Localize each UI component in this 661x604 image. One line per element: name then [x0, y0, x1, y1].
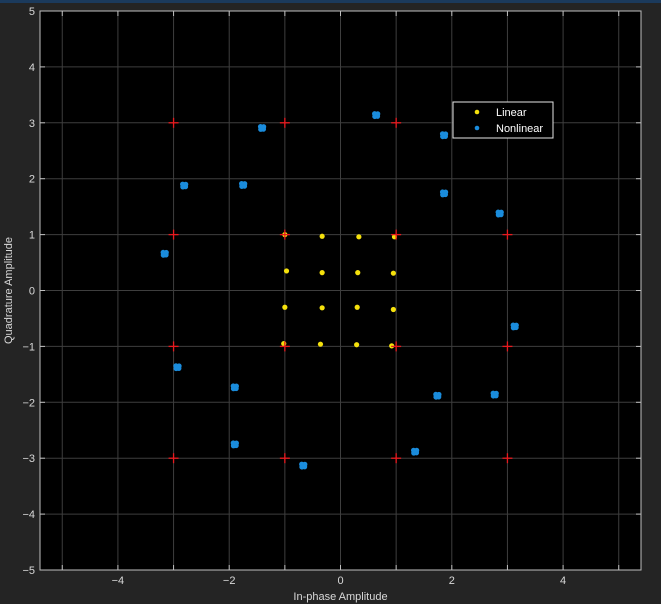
legend-entry-nonlinear[interactable]: Nonlinear — [474, 123, 544, 135]
linear-point[interactable] — [319, 305, 325, 311]
x-tick-label: 4 — [560, 575, 566, 587]
legend[interactable]: Linear Nonlinear — [452, 101, 554, 139]
reference-plus-marker — [168, 341, 179, 352]
nonlinear-point[interactable] — [160, 249, 169, 258]
y-tick-label: 2 — [29, 174, 35, 186]
axis-ticks: −4 −2 0 2 4 −5 −4 −3 −2 −1 0 1 2 3 4 5 — [22, 6, 641, 587]
reference-plus-marker — [168, 229, 179, 240]
linear-point[interactable] — [282, 304, 288, 310]
linear-point[interactable] — [283, 268, 290, 274]
linear-point[interactable] — [319, 270, 325, 276]
reference-plus-marker — [391, 117, 402, 128]
y-tick-label: 3 — [29, 118, 35, 130]
data-layer — [160, 111, 519, 470]
legend-label: Linear — [496, 107, 527, 119]
linear-point[interactable] — [390, 306, 396, 313]
nonlinear-point[interactable] — [439, 131, 449, 140]
reference-plus-marker — [168, 453, 179, 464]
x-tick-label: 2 — [449, 575, 455, 587]
x-axis-label: In-phase Amplitude — [293, 591, 387, 603]
nonlinear-point[interactable] — [230, 383, 239, 392]
y-tick-label: −3 — [22, 453, 35, 465]
nonlinear-point[interactable] — [439, 189, 449, 198]
reference-plus-marker — [391, 341, 402, 352]
window-top-strip — [0, 0, 661, 3]
linear-point[interactable] — [355, 270, 361, 276]
nonlinear-point[interactable] — [490, 390, 499, 399]
plot-frame — [39, 10, 642, 571]
reference-plus-marker — [391, 453, 402, 464]
nonlinear-point[interactable] — [433, 391, 442, 400]
legend-marker — [474, 125, 480, 131]
x-tick-label: −4 — [112, 575, 125, 587]
linear-point[interactable] — [319, 233, 325, 239]
nonlinear-point[interactable] — [299, 461, 308, 470]
nonlinear-point[interactable] — [173, 363, 182, 372]
reference-plus-marker — [279, 229, 290, 240]
reference-plus-marker — [502, 341, 513, 352]
linear-point[interactable] — [317, 341, 324, 347]
legend-marker — [474, 109, 480, 115]
nonlinear-point[interactable] — [410, 447, 420, 456]
reference-plus-marker — [502, 453, 513, 464]
legend-label: Nonlinear — [496, 123, 543, 135]
nonlinear-point[interactable] — [257, 124, 267, 132]
legend-entry-linear[interactable]: Linear — [474, 107, 527, 119]
x-tick-label: 0 — [337, 575, 343, 587]
linear-point[interactable] — [281, 341, 287, 347]
nonlinear-point[interactable] — [510, 322, 519, 331]
reference-plus-marker — [279, 117, 290, 128]
linear-point[interactable] — [356, 234, 362, 240]
y-axis-label: Quadrature Amplitude — [3, 237, 15, 344]
legend-box — [452, 101, 554, 139]
y-tick-label: −2 — [22, 397, 35, 409]
x-tick-label: −2 — [223, 575, 236, 587]
y-tick-label: −4 — [22, 509, 35, 521]
nonlinear-point[interactable] — [230, 440, 239, 449]
reference-plus-marker — [502, 229, 513, 240]
y-tick-label: 5 — [29, 6, 35, 18]
nonlinear-point[interactable] — [495, 209, 504, 218]
linear-point[interactable] — [354, 304, 360, 310]
nonlinear-point[interactable] — [372, 111, 381, 120]
reference-plus-marker — [391, 229, 402, 240]
series-1 — [160, 111, 519, 470]
linear-point[interactable] — [390, 270, 396, 276]
nonlinear-point[interactable] — [239, 181, 248, 189]
y-tick-label: 4 — [29, 62, 35, 74]
reference-plus-marker — [279, 341, 290, 352]
y-tick-label: −5 — [22, 565, 35, 577]
y-tick-label: 0 — [29, 286, 35, 298]
linear-point[interactable] — [354, 342, 360, 348]
nonlinear-point[interactable] — [180, 181, 189, 190]
y-tick-label: −1 — [22, 341, 35, 353]
reference-plus-marker — [279, 453, 290, 464]
y-tick-label: 1 — [29, 230, 35, 242]
reference-plus-marker — [168, 117, 179, 128]
